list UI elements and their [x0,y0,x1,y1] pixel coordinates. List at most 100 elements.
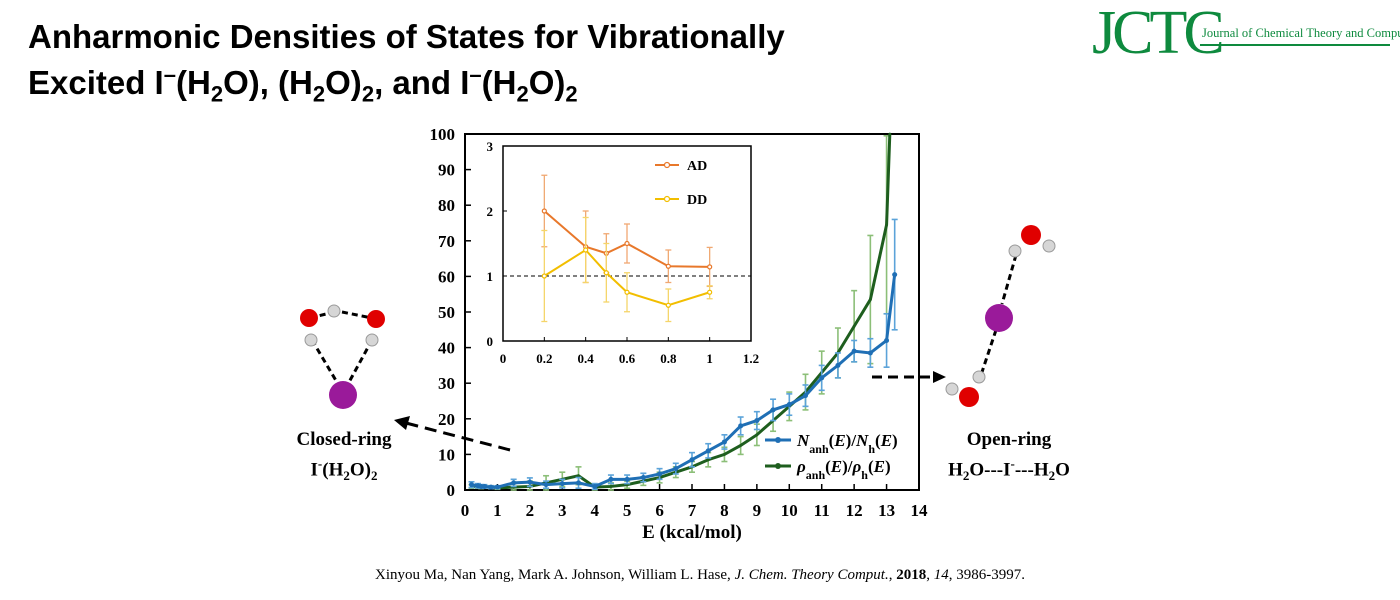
data-point [754,418,760,424]
inset-x-tick-label: 0.8 [660,351,677,366]
inset-legend-label: AD [687,159,707,174]
x-tick-label: 9 [753,501,762,520]
y-tick-label: 20 [438,410,455,429]
closed-ring-label-line1: Closed-ring [296,429,392,450]
inset-series-line-0 [543,210,710,268]
data-point [786,402,792,408]
inset-data-point [707,264,713,270]
x-tick-label: 3 [558,501,567,520]
data-point [755,433,759,437]
data-point [852,324,856,328]
iodide-atom [985,304,1013,332]
x-tick-label: 2 [526,501,535,520]
open-ring-label-line1: Open-ring [966,429,1052,450]
closed-ring-label: Closed-ring I-(H2O)2 [282,428,406,488]
data-point [640,475,646,481]
data-point [885,223,888,227]
inset-chart: 0 1 2 3 0 0.2 0.4 0.6 0.8 1 1.2 AD DD [487,139,760,366]
inset-data-point [541,208,547,214]
iodide-atom [329,381,357,409]
legend-label-1: ρanh(E)/ρh(E) [796,457,891,482]
y-tick-label: 60 [438,267,455,286]
data-point [673,466,679,472]
y-tick-label: 80 [438,196,455,215]
journal-name: Journal of Chemical Theory and Computati… [1202,26,1400,40]
oxygen-atom [367,310,385,328]
inset-data-point [665,263,671,269]
data-point [608,476,614,482]
hydrogen-atom [327,304,341,318]
hydrogen-atom [365,333,379,347]
oxygen-atom [1021,225,1041,245]
hydrogen-atom [1008,244,1022,258]
data-point [624,476,630,482]
data-point [527,479,533,485]
inset-x-tick-label: 0.2 [536,351,552,366]
inset-legend-marker [663,161,671,169]
hydrogen-atom [1042,239,1056,253]
y-tick-label: 0 [447,481,456,500]
jctc-logo: JCTC Journal of Chemical Theory and Comp… [1092,0,1400,68]
x-tick-label: 8 [720,501,729,520]
open-ring-label-line2: H2O---I----H2O [948,456,1070,484]
slide-title: Anharmonic Densities of States for Vibra… [28,14,785,106]
data-point [835,362,841,368]
data-point [488,484,494,490]
citation: Xinyou Ma, Nan Yang, Mark A. Johnson, Wi… [375,567,1025,583]
y-tick-label: 100 [430,125,456,144]
inset-data-point [541,273,547,279]
hydrogen-atom [304,333,318,347]
data-point [888,132,892,136]
oxygen-atom [300,309,318,327]
data-point [739,444,743,447]
inset-y-tick-label: 1 [487,269,494,284]
x-tick-label: 12 [846,501,863,520]
jctc-logo-mark: JCTC [1092,0,1225,67]
inset-series-line-1 [543,248,710,307]
inset-legend-marker [663,195,671,203]
x-tick-label: 10 [781,501,798,520]
inset-legend-label: DD [687,193,707,208]
data-point [706,458,710,462]
data-point [705,448,711,454]
data-point [770,407,776,413]
data-point [892,272,898,278]
data-point [576,480,581,486]
x-axis-label: E (kcal/mol) [642,522,742,543]
inset-x-tick-label: 1.2 [743,351,759,366]
y-tick-label: 70 [438,232,455,251]
title-line-1: Anharmonic Densities of States for Vibra… [28,18,785,55]
data-point [511,480,517,486]
data-point [738,423,744,429]
open-ring-arrow [872,371,946,383]
data-point [851,348,857,354]
hydrogen-atom [945,382,959,396]
logo-rule [1200,44,1390,46]
data-point [819,375,825,381]
open-ring-label: Open-ring H2O---I----H2O [936,428,1082,488]
x-tick-label: 7 [688,501,697,520]
data-point [867,350,873,356]
data-point [609,485,613,488]
legend-marker [775,437,781,443]
closed-ring-label-line2: I-(H2O)2 [310,456,378,484]
x-tick-label: 1 [493,501,502,520]
x-tick-label: 4 [590,501,599,520]
oxygen-atom [959,387,979,407]
x-tick-label: 5 [623,501,632,520]
data-point [803,393,808,399]
y-tick-label: 40 [438,339,455,358]
data-point [494,484,500,490]
x-tick-label: 13 [878,501,895,520]
inset-data-point [707,289,713,295]
legend-label-0: Nanh(E)/Nh(E) [796,431,898,456]
inset-x-tick-label: 0 [500,351,507,366]
data-point [723,453,726,456]
inset-data-point [624,240,630,247]
inset-x-tick-label: 1 [706,351,713,366]
inset-x-tick-label: 0.4 [578,351,595,366]
x-tick-label: 6 [655,501,664,520]
y-tick-label: 10 [438,445,455,464]
y-tick-label: 90 [438,161,455,180]
